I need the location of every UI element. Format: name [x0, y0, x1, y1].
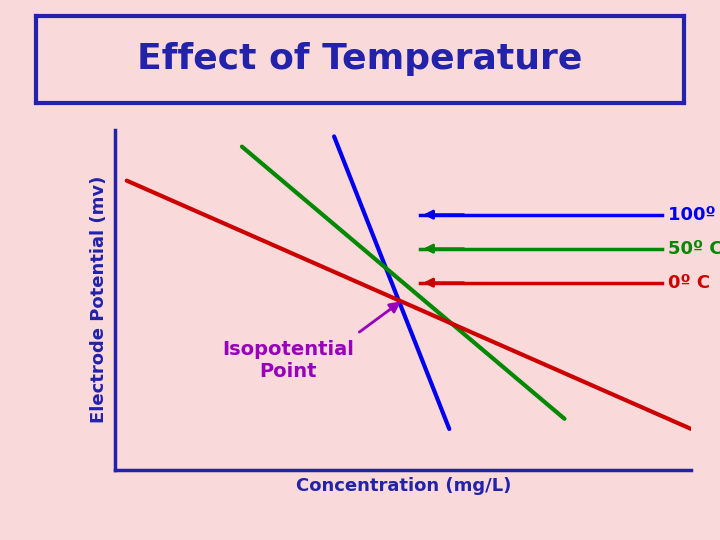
- Text: 50º C: 50º C: [668, 240, 720, 258]
- Text: 100º C: 100º C: [668, 206, 720, 224]
- Text: 0º C: 0º C: [668, 274, 711, 292]
- Y-axis label: Electrode Potential (mv): Electrode Potential (mv): [90, 176, 108, 423]
- Text: Effect of Temperature: Effect of Temperature: [138, 43, 582, 76]
- X-axis label: Concentration (mg/L): Concentration (mg/L): [295, 477, 511, 495]
- Text: Isopotential
Point: Isopotential Point: [222, 340, 354, 381]
